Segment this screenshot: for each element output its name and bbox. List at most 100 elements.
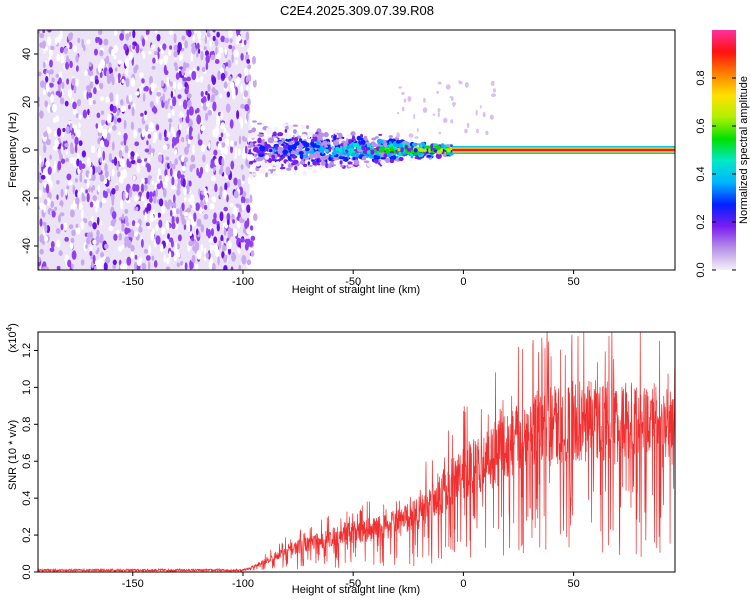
noise-speckle [103, 261, 108, 270]
colorbar-label: Normalized spectral amplitude [738, 76, 750, 224]
transition-blob [346, 134, 352, 140]
noise-speckle [68, 224, 74, 230]
noise-speckle [43, 198, 48, 206]
noise-speckle [128, 95, 133, 103]
noise-speckle [141, 128, 146, 138]
noise-speckle [126, 228, 131, 233]
noise-speckle [150, 148, 156, 154]
transition-blob [275, 145, 278, 151]
noise-speckle [165, 55, 169, 61]
noise-speckle [155, 124, 160, 131]
noise-speckle [196, 66, 200, 71]
noise-speckle [99, 233, 104, 244]
noise-speckle [188, 240, 194, 247]
noise-speckle [92, 100, 97, 105]
noise-speckle [99, 174, 105, 182]
noise-speckle [112, 124, 117, 131]
noise-speckle [220, 147, 225, 154]
transition-blob [323, 131, 329, 138]
noise-speckle [253, 264, 258, 270]
transition-blob [255, 129, 259, 136]
noise-speckle [200, 125, 206, 131]
noise-speckle [159, 44, 163, 50]
noise-speckle [104, 243, 109, 249]
noise-speckle [166, 131, 171, 137]
noise-speckle [41, 40, 47, 49]
noise-speckle [172, 201, 177, 209]
transition-blob [306, 125, 310, 130]
transition-blob [292, 159, 299, 165]
faint-streak [482, 112, 486, 118]
transition-blob [277, 153, 281, 157]
noise-speckle [218, 136, 222, 142]
noise-speckle [136, 158, 142, 164]
noise-speckle [232, 254, 237, 260]
noise-speckle [81, 38, 84, 48]
transition-blob [248, 124, 252, 129]
noise-speckle [218, 111, 222, 117]
noise-speckle [211, 76, 217, 85]
transition-blob [339, 138, 344, 141]
noise-speckle [113, 233, 118, 241]
noise-speckle [120, 263, 124, 270]
noise-speckle [127, 150, 132, 159]
spectrogram-y-ticks: -40 -20 0 20 40 [21, 48, 38, 254]
noise-speckle [183, 61, 187, 72]
noise-speckle [230, 266, 234, 270]
noise-speckle [139, 72, 144, 78]
noise-speckle [234, 154, 238, 159]
noise-speckle [38, 189, 43, 198]
noise-speckle [69, 60, 73, 68]
transition-blob [288, 141, 294, 146]
noise-speckle [74, 136, 79, 146]
noise-speckle [78, 160, 83, 171]
noise-speckle [160, 80, 164, 87]
noise-speckle [92, 222, 97, 230]
noise-speckle [89, 81, 94, 89]
noise-speckle [49, 69, 54, 75]
noise-speckle [190, 154, 196, 163]
faint-streak [437, 81, 442, 85]
noise-speckle [229, 38, 233, 43]
noise-speckle [87, 232, 92, 238]
noise-speckle [239, 216, 243, 224]
noise-speckle [191, 70, 197, 81]
noise-speckle [67, 33, 73, 41]
transition-blob [277, 146, 284, 153]
noise-speckle [198, 207, 203, 215]
transition-blob [302, 170, 308, 176]
noise-speckle [203, 204, 208, 210]
noise-speckle [82, 109, 88, 119]
noise-speckle [198, 188, 201, 196]
noise-speckle [39, 110, 44, 119]
noise-speckle [38, 155, 42, 165]
transition-blob [388, 135, 393, 138]
noise-speckle [124, 30, 128, 34]
noise-speckle [169, 45, 173, 50]
transition-blob [335, 146, 340, 151]
noise-speckle [111, 48, 116, 57]
noise-speckle [129, 187, 133, 198]
noise-speckle [108, 152, 112, 163]
noise-speckle [181, 35, 186, 41]
spectrogram-marks [38, 30, 675, 270]
transition-blob [360, 139, 366, 145]
noise-speckle [178, 51, 184, 62]
noise-speckle [199, 75, 204, 83]
noise-speckle [212, 128, 217, 138]
noise-speckle [212, 218, 217, 225]
noise-speckle [237, 178, 242, 188]
transition-blob [296, 154, 300, 160]
noise-speckle [238, 135, 242, 145]
noise-speckle [240, 53, 244, 61]
noise-speckle [213, 236, 218, 244]
transition-blob [408, 157, 413, 162]
noise-speckle [144, 110, 147, 116]
noise-speckle [93, 265, 97, 270]
snr-y-tick-label: 0.4 [21, 491, 33, 506]
transition-blob [353, 159, 360, 166]
transition-blob [287, 155, 291, 160]
noise-speckle [134, 222, 140, 228]
transition-blob [280, 138, 285, 141]
noise-speckle [131, 106, 135, 117]
